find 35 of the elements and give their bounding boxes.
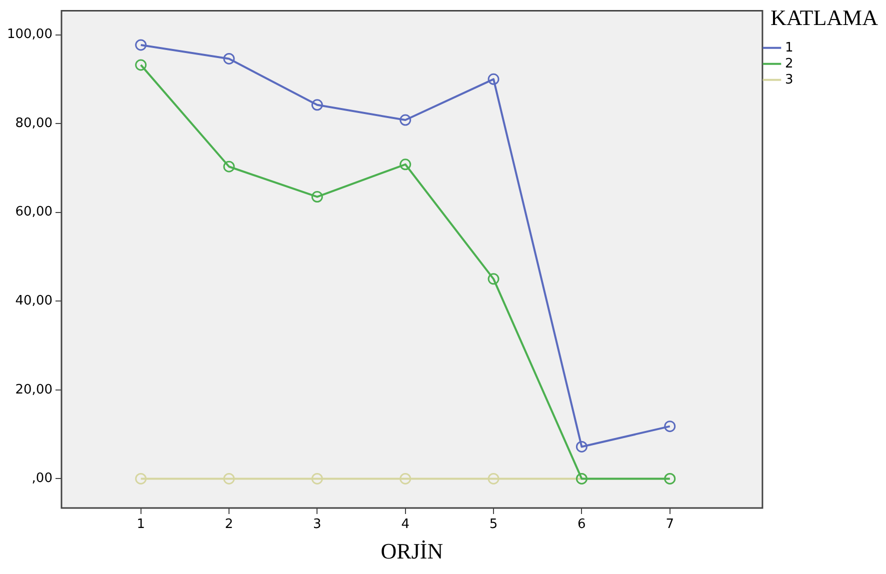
point: [223, 472, 235, 484]
y-tick-label: 80,00: [15, 116, 52, 131]
y-tick-label: ,00: [32, 471, 52, 486]
x-tick-label: 7: [666, 517, 674, 532]
x-tick-label: 6: [578, 517, 586, 532]
point: [488, 273, 500, 285]
x-tick-label: 3: [313, 517, 322, 532]
point: [223, 160, 235, 172]
point: [135, 39, 147, 51]
y-tick-label: 100,00: [6, 27, 52, 42]
point: [488, 73, 500, 85]
x-tick-label: 1: [136, 517, 145, 532]
y-tick-label: 60,00: [15, 204, 52, 220]
point: [135, 59, 147, 71]
x-tick-label: 4: [401, 517, 410, 532]
legend-label: 2: [784, 56, 794, 72]
point: [400, 114, 412, 126]
legend-title: KATLAMA: [770, 4, 878, 30]
legend-label: 3: [784, 72, 794, 88]
point: [135, 472, 147, 484]
point: [488, 472, 500, 484]
point: [664, 420, 676, 432]
y-tick-label: 20,00: [15, 382, 52, 398]
point: [311, 99, 323, 111]
point: [576, 440, 588, 452]
x-tick-label: 5: [489, 517, 498, 532]
y-tick-label: 40,00: [15, 294, 52, 309]
point: [223, 52, 235, 64]
point: [400, 158, 412, 170]
x-axis-title: ORJİN: [380, 538, 444, 564]
x-tick-label: 2: [224, 517, 234, 532]
point: [400, 472, 412, 484]
point: [311, 472, 323, 484]
legend-label: 1: [784, 40, 794, 56]
point: [311, 191, 323, 203]
